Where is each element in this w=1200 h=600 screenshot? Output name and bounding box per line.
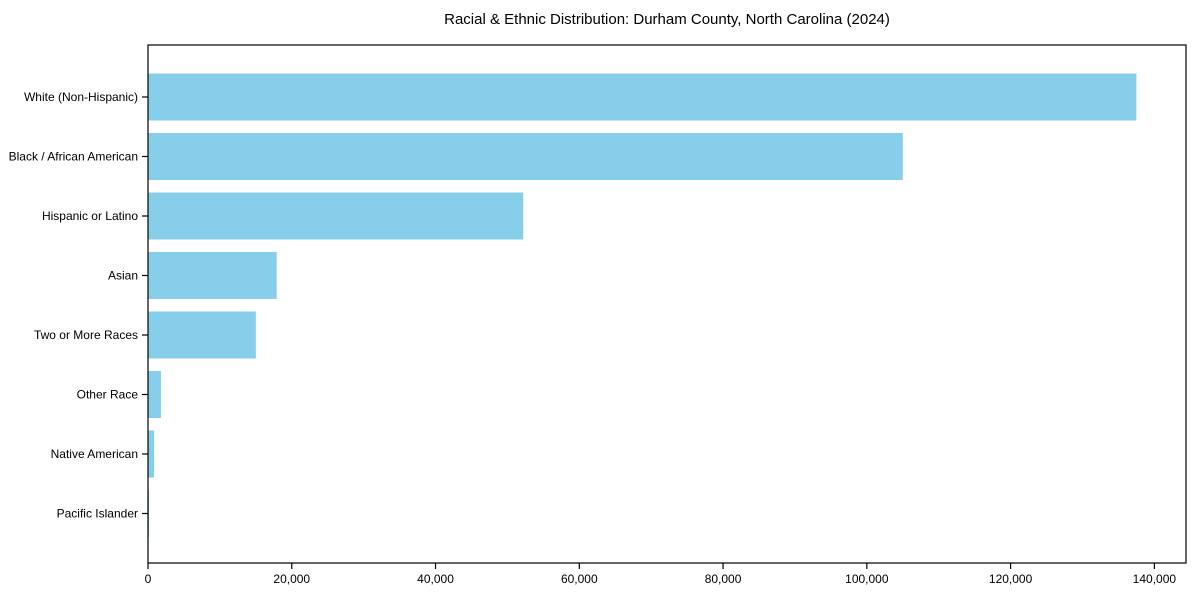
y-category-label: White (Non-Hispanic) [24, 90, 138, 104]
bar [148, 371, 161, 418]
y-category-label: Two or More Races [34, 328, 138, 342]
y-category-label: Hispanic or Latino [42, 209, 138, 223]
x-tick-label: 0 [145, 572, 152, 586]
x-tick-label: 100,000 [845, 572, 889, 586]
x-tick-label: 140,000 [1133, 572, 1177, 586]
x-tick-label: 120,000 [989, 572, 1033, 586]
y-category-label: Black / African American [9, 150, 138, 164]
bar [148, 252, 277, 299]
plot-border [147, 44, 1187, 564]
y-category-label: Asian [108, 269, 138, 283]
bar [148, 430, 155, 478]
bar [148, 311, 256, 359]
x-tick-label: 40,000 [417, 572, 454, 586]
x-tick-label: 20,000 [273, 572, 310, 586]
chart-title: Racial & Ethnic Distribution: Durham Cou… [444, 11, 890, 28]
y-category-label: Native American [51, 447, 138, 461]
bar [148, 192, 524, 240]
x-tick-label: 60,000 [561, 572, 598, 586]
y-category-label: Other Race [77, 388, 139, 402]
y-category-label: Pacific Islander [57, 507, 138, 521]
bar [148, 73, 1137, 121]
x-tick-label: 80,000 [705, 572, 742, 586]
bar [148, 133, 903, 180]
